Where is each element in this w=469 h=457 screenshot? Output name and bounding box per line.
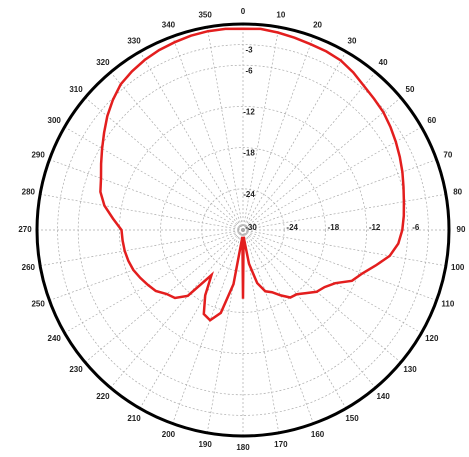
r-tick-label: -30 xyxy=(245,223,257,232)
grid-spoke xyxy=(242,229,347,409)
theta-tick-label: 210 xyxy=(127,414,141,423)
theta-tick-label: 160 xyxy=(311,430,325,439)
theta-tick-label: 310 xyxy=(69,85,83,94)
theta-tick-label: 340 xyxy=(162,20,176,29)
r-tick-label: -3 xyxy=(245,46,253,55)
theta-tick-label: 270 xyxy=(18,225,32,234)
r-tick-label: -18 xyxy=(328,223,340,232)
grid-spoke xyxy=(242,97,402,231)
theta-tick-label: 70 xyxy=(443,151,452,160)
grid-spoke xyxy=(242,71,376,231)
theta-tick-label: 290 xyxy=(31,151,45,160)
theta-tick-label: 300 xyxy=(48,116,62,125)
grid-spoke xyxy=(242,36,314,231)
grid-spoke xyxy=(242,229,376,389)
grid-spoke xyxy=(40,229,244,267)
grid-spoke xyxy=(206,27,244,231)
r-tick-label: -6 xyxy=(245,66,253,75)
theta-tick-label: 90 xyxy=(457,225,466,234)
grid-spoke xyxy=(49,229,244,301)
grid-spoke xyxy=(110,71,244,231)
theta-tick-label: 110 xyxy=(441,300,454,309)
theta-tick-label: 330 xyxy=(127,36,141,45)
theta-tick-label: 260 xyxy=(22,263,36,272)
grid-spoke xyxy=(40,193,244,231)
theta-tick-label: 200 xyxy=(162,430,176,439)
theta-tick-label: 170 xyxy=(274,440,288,449)
theta-tick-label: 350 xyxy=(198,10,212,19)
grid-spoke xyxy=(242,229,437,301)
grid-ring xyxy=(119,106,367,354)
theta-tick-label: 120 xyxy=(425,334,439,343)
grid-spoke xyxy=(242,27,280,231)
theta-tick-label: 320 xyxy=(96,58,110,67)
theta-tick-label: 20 xyxy=(313,20,322,29)
r-tick-label: -24 xyxy=(286,223,298,232)
theta-tick-label: 60 xyxy=(427,116,436,125)
grid-spoke xyxy=(139,51,244,231)
grid-spoke xyxy=(242,229,446,267)
theta-tick-label: 220 xyxy=(96,392,110,401)
theta-tick-label: 250 xyxy=(31,300,45,309)
grid-spoke xyxy=(242,229,422,334)
r-tick-label: -24 xyxy=(243,190,255,199)
pattern-line xyxy=(99,27,406,322)
theta-tick-label: 190 xyxy=(198,440,212,449)
theta-tick-label: 10 xyxy=(276,10,285,19)
grid-spoke xyxy=(84,229,244,363)
grid-spoke xyxy=(242,126,422,231)
r-tick-label: -12 xyxy=(369,223,381,232)
grid-spoke xyxy=(64,126,244,231)
grid-spoke xyxy=(242,229,402,363)
grid-ring xyxy=(160,147,326,313)
theta-tick-label: 100 xyxy=(451,263,465,272)
theta-tick-label: 80 xyxy=(453,187,462,196)
theta-tick-label: 50 xyxy=(406,85,415,94)
theta-tick-label: 30 xyxy=(348,36,357,45)
theta-tick-label: 40 xyxy=(379,58,388,67)
theta-tick-label: 240 xyxy=(48,334,62,343)
outer-ring xyxy=(35,22,451,438)
theta-tick-label: 0 xyxy=(241,7,246,16)
theta-tick-label: 180 xyxy=(236,443,250,452)
theta-tick-label: 280 xyxy=(22,187,36,196)
r-tick-label: -6 xyxy=(412,223,420,232)
r-tick-label: -18 xyxy=(243,149,255,158)
grid-spoke xyxy=(139,229,244,409)
grid-spoke xyxy=(242,51,347,231)
theta-tick-label: 130 xyxy=(403,365,417,374)
theta-tick-label: 150 xyxy=(345,414,359,423)
r-tick-label: -12 xyxy=(243,108,255,117)
theta-tick-label: 140 xyxy=(376,392,390,401)
theta-tick-label: 230 xyxy=(69,365,83,374)
